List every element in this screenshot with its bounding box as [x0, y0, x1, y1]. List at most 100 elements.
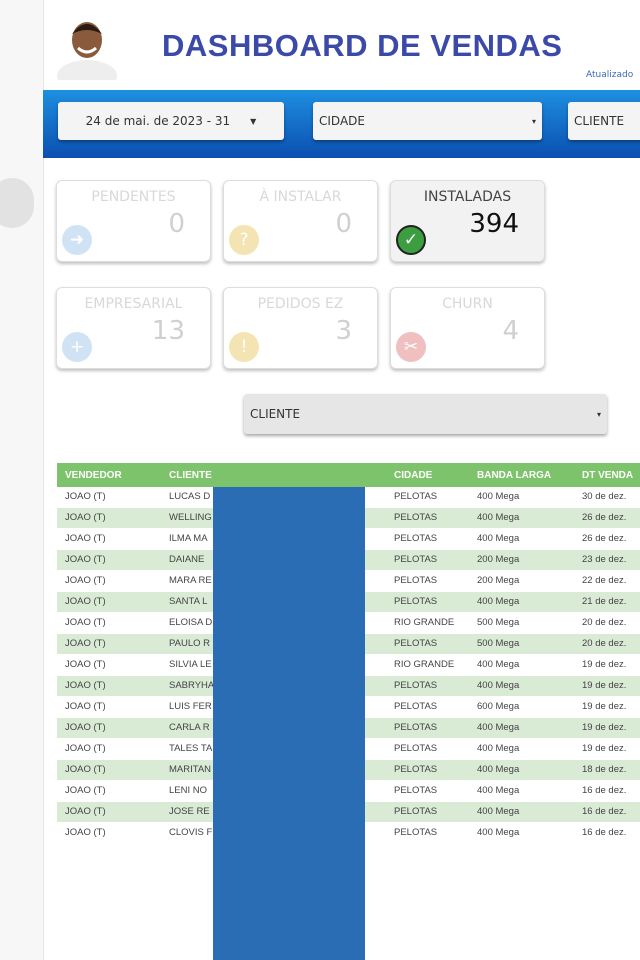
table-cell: PELOTAS [386, 549, 469, 571]
table-cell: 16 de dez. [574, 780, 640, 802]
column-header: BANDA LARGA [469, 463, 574, 487]
title: DASHBOARD DE VENDAS [162, 28, 563, 63]
kpi-icon: ✓ [396, 225, 426, 255]
table-cell: 200 Mega [469, 570, 574, 592]
client-dropdown[interactable]: CLIENTE ▾ [244, 394, 607, 434]
table-cell: JOAO (T) [57, 549, 161, 571]
client-dropdown-text: CLIENTE [250, 407, 301, 421]
table-cell: 19 de dez. [574, 738, 640, 760]
table-cell: JOAO (T) [57, 633, 161, 655]
kpi-icon: ✂ [396, 332, 426, 362]
table-cell: 400 Mega [469, 717, 574, 739]
avatar [56, 12, 118, 92]
table-cell: RIO GRANDE [386, 654, 469, 676]
table-cell: JOAO (T) [57, 528, 161, 550]
table-cell: JOAO (T) [57, 591, 161, 613]
table-cell: JOAO (T) [57, 801, 161, 823]
column-header: CLIENTE [161, 463, 386, 487]
kpi-card[interactable]: INSTALADAS 394 ✓ [390, 180, 545, 262]
table-cell: PELOTAS [386, 507, 469, 529]
table-cell: PELOTAS [386, 696, 469, 718]
table-cell: PELOTAS [386, 591, 469, 613]
table-cell: 30 de dez. [574, 487, 640, 508]
table-cell: 18 de dez. [574, 759, 640, 781]
city-text: CIDADE [319, 114, 365, 128]
column-header: CIDADE [386, 463, 469, 487]
table-cell: 500 Mega [469, 612, 574, 634]
table-cell: 400 Mega [469, 507, 574, 529]
kpi-card[interactable]: PEDIDOS EZ 3! [223, 287, 378, 369]
table-cell: 400 Mega [469, 822, 574, 844]
table-cell: 500 Mega [469, 633, 574, 655]
table-cell: 19 de dez. [574, 675, 640, 697]
date-text: 24 de mai. de 2023 - 31 [85, 114, 231, 128]
table-cell: JOAO (T) [57, 612, 161, 634]
kpi-card[interactable]: PENDENTES 0 ➜ [56, 180, 211, 262]
date-filter[interactable]: 24 de mai. de 2023 - 31 ▼ [58, 102, 284, 140]
updated-label: Atualizado [586, 70, 634, 80]
table-cell: PELOTAS [386, 717, 469, 739]
dropdown-arrow: ▼ [250, 116, 257, 126]
table-cell: PELOTAS [386, 780, 469, 802]
table-cell: JOAO (T) [57, 570, 161, 592]
table-cell: 400 Mega [469, 675, 574, 697]
kpi-value: 4 [502, 316, 519, 346]
kpi-card[interactable]: À INSTALAR 0? [223, 180, 378, 262]
table-cell: PELOTAS [386, 675, 469, 697]
table-cell: 21 de dez. [574, 591, 640, 613]
kpi-label: PENDENTES [91, 189, 176, 205]
table-cell: 19 de dez. [574, 717, 640, 739]
kpi-value: 3 [335, 316, 352, 346]
table-cell: 400 Mega [469, 801, 574, 823]
kpi-label: CHURN [442, 296, 493, 312]
kpi-value: 0 [335, 209, 352, 239]
table-cell: PELOTAS [386, 487, 469, 508]
table-cell: JOAO (T) [57, 717, 161, 739]
table-cell: 26 de dez. [574, 507, 640, 529]
table-cell: 200 Mega [469, 549, 574, 571]
table-cell: RIO GRANDE [386, 612, 469, 634]
kpi-label: À INSTALAR [259, 189, 342, 205]
table-cell: 20 de dez. [574, 633, 640, 655]
kpi-value: 13 [151, 316, 185, 346]
table-cell: PELOTAS [386, 801, 469, 823]
table-cell: JOAO (T) [57, 487, 161, 508]
table-cell: PELOTAS [386, 759, 469, 781]
table-cell: 400 Mega [469, 591, 574, 613]
table-cell: JOAO (T) [57, 822, 161, 844]
redaction-block [213, 487, 365, 960]
table-cell: JOAO (T) [57, 696, 161, 718]
dropdown-arrow: ▾ [596, 409, 601, 419]
city-filter[interactable]: CIDADE ▾ [313, 102, 542, 140]
kpi-value: 0 [168, 209, 185, 239]
table-cell: 400 Mega [469, 487, 574, 508]
side-handle[interactable] [0, 178, 34, 228]
table-cell: 400 Mega [469, 654, 574, 676]
kpi-label: EMPRESARIAL [84, 296, 183, 312]
table-cell: 400 Mega [469, 780, 574, 802]
kpi-label: INSTALADAS [423, 189, 512, 205]
table-cell: JOAO (T) [57, 507, 161, 529]
table-cell: 400 Mega [469, 759, 574, 781]
sidebar [0, 0, 44, 960]
kpi-icon: ➜ [62, 225, 92, 255]
kpi-value: 394 [469, 209, 519, 239]
avatar-image [57, 22, 117, 92]
table-cell: 400 Mega [469, 528, 574, 550]
table-cell: PELOTAS [386, 822, 469, 844]
table-header: VENDEDOR CLIENTE CIDADE BANDA LARGA DT VENDA [57, 463, 640, 487]
kpi-card[interactable]: CHURN 4 ✂ [390, 287, 545, 369]
kpi-card[interactable]: EMPRESARIAL 13 + [56, 287, 211, 369]
table-cell: JOAO (T) [57, 654, 161, 676]
table-cell: 26 de dez. [574, 528, 640, 550]
table-cell: 400 Mega [469, 738, 574, 760]
kpi-icon: + [62, 332, 92, 362]
table-cell: PELOTAS [386, 633, 469, 655]
table-cell: PELOTAS [386, 738, 469, 760]
table-cell: 19 de dez. [574, 696, 640, 718]
client-filter[interactable]: CLIENTE [568, 102, 640, 140]
kpi-icon: ? [229, 225, 259, 255]
table-cell: 600 Mega [469, 696, 574, 718]
table-cell: 23 de dez. [574, 549, 640, 571]
